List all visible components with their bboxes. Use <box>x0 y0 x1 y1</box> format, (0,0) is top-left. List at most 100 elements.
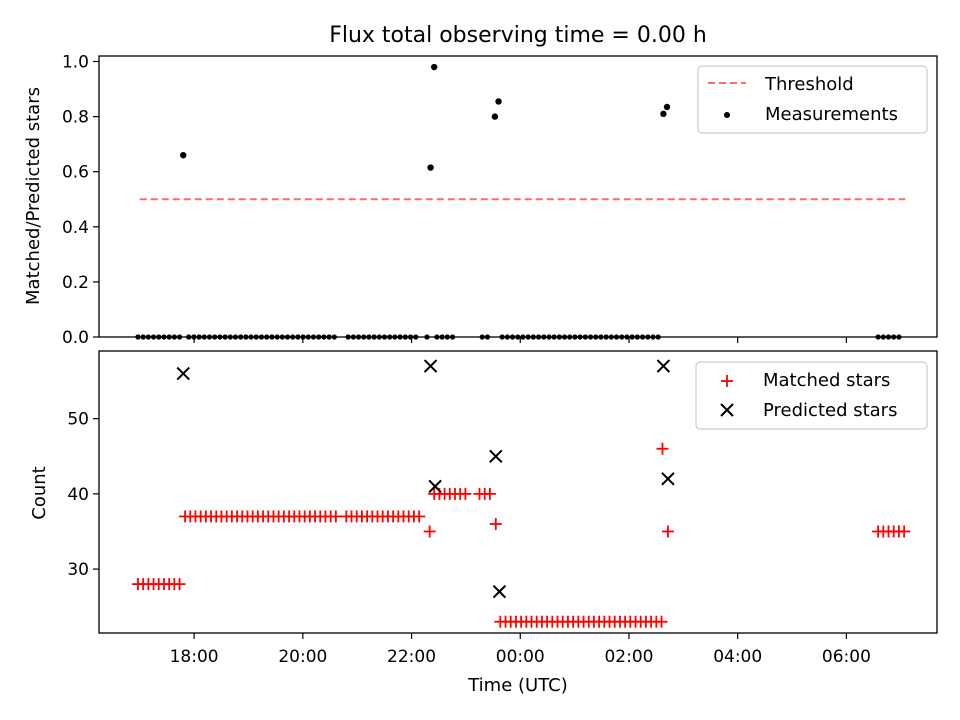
measurement-point <box>350 334 356 340</box>
measurement-point <box>515 334 521 340</box>
measurement-point <box>180 151 187 159</box>
predicted-star-point <box>492 584 507 599</box>
measurement-point <box>269 334 275 340</box>
measurement-point <box>484 334 491 340</box>
measurement-point <box>551 334 557 340</box>
measurement-point <box>166 334 172 340</box>
measurement-point <box>885 334 892 340</box>
matched-star-point <box>489 517 502 530</box>
measurement-point <box>556 334 562 340</box>
measurement-point <box>345 334 351 340</box>
measurement-point <box>212 334 218 340</box>
bottom-plot-frame <box>98 350 938 634</box>
measurement-point <box>217 334 223 340</box>
predicted-star-point <box>656 359 671 373</box>
measurement-point <box>645 334 651 340</box>
x-axis-label: Time (UTC) <box>467 675 568 696</box>
measurement-point <box>361 334 367 340</box>
measurement-point <box>598 334 604 340</box>
measurement-point <box>504 334 510 340</box>
measurement-point <box>253 334 259 340</box>
measurements-legend-label: Measurements <box>765 104 898 125</box>
measurement-point <box>561 334 568 340</box>
x-tick-label: 00:00 <box>496 647 545 667</box>
measurement-point <box>355 334 362 340</box>
measurements-legend-swatch <box>724 112 730 118</box>
top-y-tick-label: 0.8 <box>62 108 89 128</box>
top-y-tick-label: 0.2 <box>62 273 89 293</box>
measurement-point <box>381 334 388 340</box>
bottom-y-tick-label: 40 <box>67 485 89 505</box>
measurement-point <box>650 334 656 340</box>
measurement-point <box>619 334 625 340</box>
measurement-point <box>284 334 291 340</box>
x-tick-label: 04:00 <box>713 647 762 667</box>
x-tick-label: 18:00 <box>170 647 219 667</box>
measurement-point <box>896 334 902 340</box>
measurement-point <box>434 334 440 340</box>
x-tick-label: 06:00 <box>822 647 871 667</box>
measurement-point <box>491 113 499 120</box>
measurement-point <box>150 334 157 340</box>
matched-star-point <box>483 487 496 500</box>
measurement-point <box>530 334 536 340</box>
measurement-point <box>310 334 317 340</box>
measurement-point <box>201 334 207 340</box>
matched-star-point <box>423 525 436 538</box>
measurement-point <box>608 334 614 340</box>
matched-star-point <box>661 525 674 538</box>
measurement-point <box>186 334 192 340</box>
matched-stars-legend-swatch <box>721 375 733 387</box>
bottom-panel: 30 40 50 18:00 20:00 22:00 00:00 02:00 04:00 06:0… <box>67 350 938 667</box>
measurement-point <box>274 334 280 340</box>
matched-star-point <box>413 510 426 523</box>
measurement-point <box>290 334 296 340</box>
predicted-star-stroke-b <box>423 359 438 373</box>
matched-star-point <box>656 442 669 455</box>
measurement-point <box>875 334 881 340</box>
measurement-point <box>171 334 177 340</box>
measurement-point <box>535 334 542 340</box>
measurement-point <box>495 98 502 105</box>
measurement-point <box>582 334 588 340</box>
measurement-point <box>295 334 301 340</box>
measurement-point <box>156 334 162 340</box>
measurement-point <box>431 63 438 71</box>
matched-star-point <box>655 615 668 628</box>
measurement-point <box>603 334 609 340</box>
measurement-point <box>655 334 661 340</box>
measurement-point <box>305 334 311 340</box>
measurement-point <box>572 334 578 340</box>
measurement-point <box>525 334 531 340</box>
bottom-y-axis-label: Count <box>29 466 50 519</box>
measurement-point <box>161 334 167 340</box>
measurement-point <box>366 334 372 340</box>
measurement-point <box>387 334 393 340</box>
measurement-point <box>880 334 886 340</box>
matched-star-point <box>173 578 186 591</box>
top-panel: 0.0 0.2 0.4 0.6 0.8 1.0 <box>62 53 938 348</box>
measurement-point <box>587 334 594 340</box>
matched-star-point <box>459 487 472 500</box>
measurement-point <box>567 334 573 340</box>
bottom-y-tick-label: 50 <box>67 410 89 430</box>
measurement-point <box>258 334 265 340</box>
predicted-stars-legend-label: Predicted stars <box>763 400 897 421</box>
measurement-point <box>316 334 322 340</box>
measurement-point <box>376 334 382 340</box>
measurement-point <box>321 334 327 340</box>
top-y-axis-label: Matched/Predicted stars <box>23 87 44 305</box>
x-tick-label: 22:00 <box>387 647 436 667</box>
top-legend-box <box>697 65 928 134</box>
measurement-point <box>140 334 146 340</box>
measurement-point <box>222 334 228 340</box>
measurement-point <box>660 110 667 118</box>
measurement-point <box>232 334 239 340</box>
measurement-point <box>499 334 505 340</box>
bottom-legend-box <box>695 361 928 430</box>
predicted-stars-legend-swatch <box>720 403 734 417</box>
predicted-star-stroke-b <box>176 366 190 381</box>
predicted-star-stroke-b <box>661 472 675 486</box>
measurement-point <box>593 334 599 340</box>
predicted-star-stroke-b <box>492 584 507 599</box>
